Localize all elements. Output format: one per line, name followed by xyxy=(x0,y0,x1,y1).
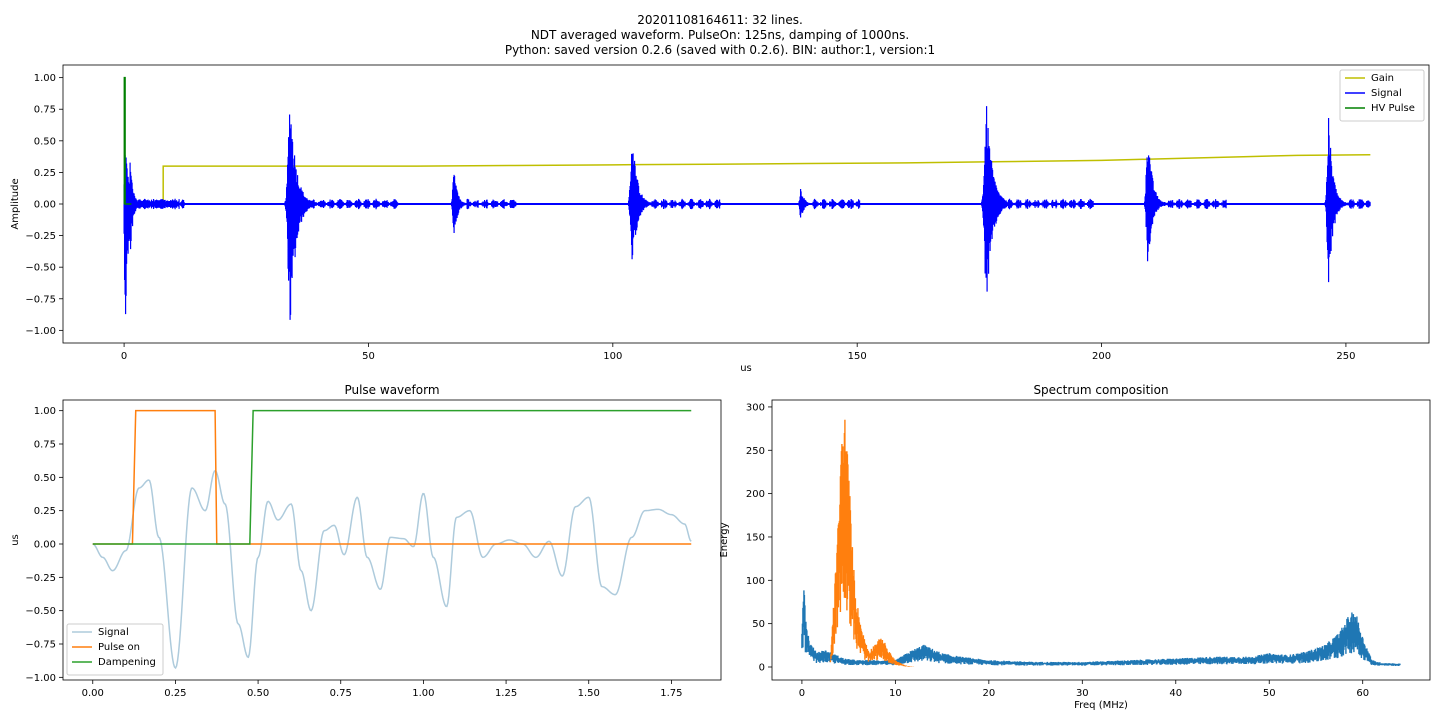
x-tick-label-pulse: 1.50 xyxy=(578,688,600,699)
y-tick-label-spectrum: 100 xyxy=(746,576,765,587)
y-tick-label-spectrum: 250 xyxy=(746,446,765,457)
plot-area-top xyxy=(123,76,1371,320)
x-tick-label-spectrum: 50 xyxy=(1263,688,1276,699)
y-tick-label-spectrum: 0 xyxy=(759,662,765,673)
x-tick-label-top: 100 xyxy=(603,351,622,362)
series-line-spectrum-a xyxy=(801,590,1401,667)
y-tick-label-pulse: 0.25 xyxy=(34,506,56,517)
y-axis-label-pulse: us xyxy=(10,534,21,546)
chart-title-spectrum: Spectrum composition xyxy=(1033,383,1168,397)
plot-area-spectrum xyxy=(801,419,1401,667)
y-axis-label-spectrum: Energy xyxy=(719,522,730,557)
x-tick-label-top: 250 xyxy=(1336,351,1355,362)
y-tick-label-pulse: 1.00 xyxy=(34,406,56,417)
x-tick-label-spectrum: 10 xyxy=(889,688,902,699)
legend-label-pulse: Signal xyxy=(98,627,129,638)
figure-title-line-3: Python: saved version 0.2.6 (saved with … xyxy=(504,43,936,57)
chart-pulse: 0.00 0.25 0.50 0.75 1.00 1.25 1.50 1.75 −1.00 −0.… xyxy=(10,383,722,699)
x-tick-label-spectrum: 20 xyxy=(982,688,995,699)
y-tick-label-spectrum: 300 xyxy=(746,402,765,413)
y-tick-label-top: −0.50 xyxy=(25,263,56,274)
y-tick-label-pulse: −0.75 xyxy=(25,640,56,651)
x-tick-label-pulse: 1.75 xyxy=(660,688,682,699)
legend-label-top: Signal xyxy=(1371,88,1402,99)
y-tick-label-spectrum: 200 xyxy=(746,489,765,500)
y-tick-label-pulse: 0.75 xyxy=(34,440,56,451)
x-tick-label-spectrum: 60 xyxy=(1356,688,1369,699)
y-tick-label-spectrum: 50 xyxy=(752,619,765,630)
y-tick-label-top: −1.00 xyxy=(25,326,56,337)
y-tick-label-pulse: 0.50 xyxy=(34,473,56,484)
chart-title-pulse: Pulse waveform xyxy=(344,383,439,397)
y-tick-label-top: 0.50 xyxy=(34,136,56,147)
chart-spectrum: 0 10 20 30 40 50 60 0 50 100 150 200 250 300 Spectrum … xyxy=(719,383,1431,711)
y-tick-label-spectrum: 150 xyxy=(746,532,765,543)
series-line-top-gain xyxy=(124,153,1371,205)
plot-area-pulse xyxy=(92,409,692,670)
x-tick-label-top: 50 xyxy=(362,351,375,362)
y-tick-label-top: 0.00 xyxy=(34,200,56,211)
legend-label-top: Gain xyxy=(1371,73,1394,84)
x-tick-label-top: 0 xyxy=(121,351,127,362)
y-tick-label-top: 1.00 xyxy=(34,73,56,84)
x-axis-label-spectrum: Freq (MHz) xyxy=(1074,700,1128,711)
series-line-spectrum-b xyxy=(829,419,915,667)
legend-label-pulse: Dampening xyxy=(98,657,156,668)
y-tick-label-top: 0.25 xyxy=(34,168,56,179)
series-line-pulse-signal xyxy=(92,469,692,670)
y-axis-label-top: Amplitude xyxy=(10,178,21,229)
x-tick-label-pulse: 0.75 xyxy=(330,688,352,699)
x-tick-label-pulse: 1.00 xyxy=(412,688,434,699)
axes-frame-spectrum xyxy=(771,399,1431,681)
x-tick-label-pulse: 0.00 xyxy=(82,688,104,699)
series-line-top-signal xyxy=(123,106,1371,320)
x-tick-label-top: 150 xyxy=(848,351,867,362)
chart-top: 0 50 100 150 200 250 −1.00 −0.75 −0.50 −0.25 0.00 0… xyxy=(10,64,1430,374)
x-axis-label-top: us xyxy=(740,363,752,374)
x-tick-label-spectrum: 30 xyxy=(1076,688,1089,699)
legend-label-top: HV Pulse xyxy=(1371,103,1415,114)
legend-pulse: Signal Pulse on Dampening xyxy=(66,623,164,676)
y-tick-label-pulse: −0.50 xyxy=(25,606,56,617)
x-tick-label-pulse: 0.25 xyxy=(164,688,186,699)
y-tick-label-top: 0.75 xyxy=(34,105,56,116)
axes-frame-pulse xyxy=(62,399,722,681)
x-tick-label-spectrum: 40 xyxy=(1169,688,1182,699)
x-tick-label-top: 200 xyxy=(1092,351,1111,362)
y-tick-label-pulse: −1.00 xyxy=(25,673,56,684)
figure-title-line-1: 20201108164611: 32 lines. xyxy=(637,13,803,27)
legend-label-pulse: Pulse on xyxy=(98,642,140,653)
y-tick-label-pulse: 0.00 xyxy=(34,540,56,551)
x-tick-label-pulse: 1.25 xyxy=(495,688,517,699)
y-tick-label-pulse: −0.25 xyxy=(25,573,56,584)
x-tick-label-spectrum: 0 xyxy=(799,688,805,699)
legend-top: Gain Signal HV Pulse xyxy=(1339,69,1425,122)
x-tick-label-pulse: 0.50 xyxy=(247,688,269,699)
series-line-top-hv-pulse xyxy=(123,76,132,205)
figure-title-line-2: NDT averaged waveform. PulseOn: 125ns, d… xyxy=(530,28,910,42)
series-line-pulse-pulse-on xyxy=(92,409,692,545)
y-tick-label-top: −0.75 xyxy=(25,294,56,305)
y-tick-label-top: −0.25 xyxy=(25,231,56,242)
series-line-pulse-dampening xyxy=(92,409,692,545)
